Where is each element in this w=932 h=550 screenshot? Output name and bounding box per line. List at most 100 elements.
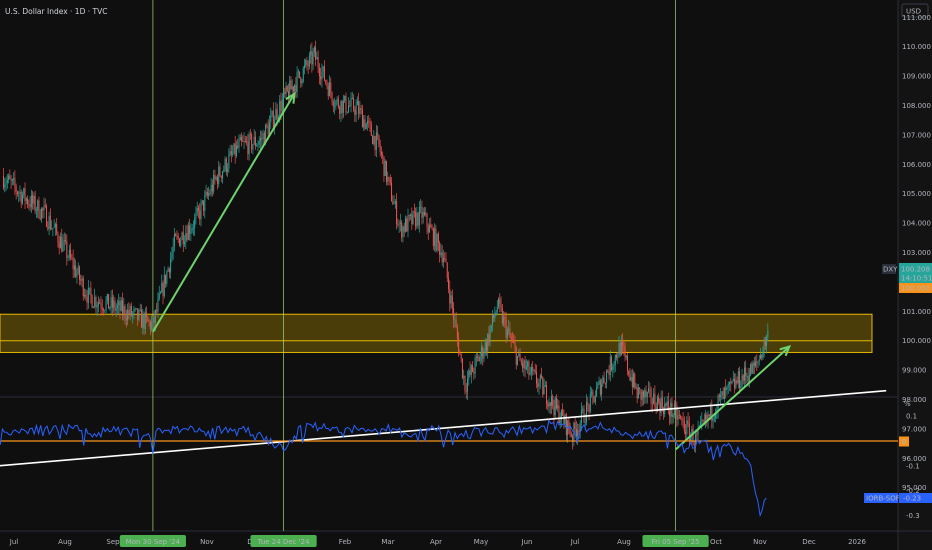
candle-body [691,429,693,436]
symbol-tag [882,264,896,274]
candle-body [534,370,536,372]
candle-body [46,205,48,227]
candle-body [717,395,719,410]
candle-body [345,95,347,113]
candle-body [233,143,235,154]
candle-body [108,294,110,309]
candle-body [27,198,29,205]
candle-body [636,387,638,399]
candle-body [498,298,500,307]
candle-body [104,310,106,311]
candle-body [677,415,679,420]
candle-body [618,342,620,358]
candle-body [139,309,141,311]
candle-body [377,132,379,136]
candle-body [612,366,614,371]
candle-body [68,249,70,258]
candle-body [572,436,574,441]
candle-body [90,287,92,296]
candle-body [577,430,579,437]
candle-body [175,234,177,237]
candle-body [634,373,636,388]
candle-body [122,300,124,314]
candle-body [445,258,447,263]
candle-body [228,155,230,169]
candle-body [172,246,174,254]
candle-body [740,386,742,389]
time-tick-label: Jul [570,538,580,546]
candle-body [6,180,8,184]
candle-body [465,390,467,392]
candle-body [755,361,757,366]
candle-body [97,302,99,306]
candle-body [469,370,471,375]
candle-body [327,85,329,96]
candle-body [480,347,482,356]
candle-body [58,242,60,249]
candle-body [745,367,747,377]
recovery-arrow-shaft [674,345,791,451]
candle-body [330,82,332,93]
candle-body [348,105,350,112]
candle-body [24,188,26,201]
candle-body [51,228,53,229]
candle-body [308,55,310,67]
candle-body [418,207,420,226]
candle-body [532,367,534,371]
candle-body [592,391,594,396]
rally-arrow-head [285,91,296,104]
time-tick-label: Dec [802,538,816,546]
candle-body [564,414,566,425]
candle-body [623,345,625,350]
candle-body [285,86,287,94]
candle-body [644,390,646,398]
candle-body [734,378,736,389]
candle-body [715,413,717,418]
candle-body [263,133,265,144]
candle-body [654,393,656,407]
candle-body [562,409,564,416]
candle-body [370,124,372,136]
candle-body [601,384,603,395]
candle-body [389,178,391,183]
indicator-name-label: IORB-SOFR [866,495,905,503]
candle-body [292,86,294,92]
candle-body [611,356,613,371]
candle-body [113,300,115,308]
candle-body [506,329,508,338]
candle-body [275,109,277,121]
candle-body [706,414,708,421]
candle-body [490,325,492,329]
candle-body [425,213,427,215]
candle-body [398,223,400,225]
candle-body [323,66,325,81]
candle-body [138,310,140,320]
candle-body [509,328,511,337]
candle-body [213,174,215,192]
candle-body [421,206,423,218]
candle-body [252,144,254,150]
candle-body [158,293,160,300]
candle-body [528,361,530,375]
currency-button[interactable] [901,3,929,18]
candle-body [246,141,248,143]
candle-body [546,385,548,404]
candle-body [103,309,105,311]
indicator-zero-tag [899,436,909,447]
candle-body [538,381,540,387]
candle-body [227,168,229,172]
level-tag [899,283,932,293]
candle-body [379,144,381,153]
candle-body [705,414,707,422]
candle-body [713,417,715,419]
candle-body [181,232,183,240]
candle-body [125,317,127,321]
candle-body [574,422,576,430]
marker-date-label: Fri 05 Sep '25 [652,538,700,546]
candle-body [472,365,474,373]
candle-body [391,182,393,202]
candle-body [249,134,251,135]
candle-body [369,121,371,125]
marker-date-tag [642,535,709,547]
